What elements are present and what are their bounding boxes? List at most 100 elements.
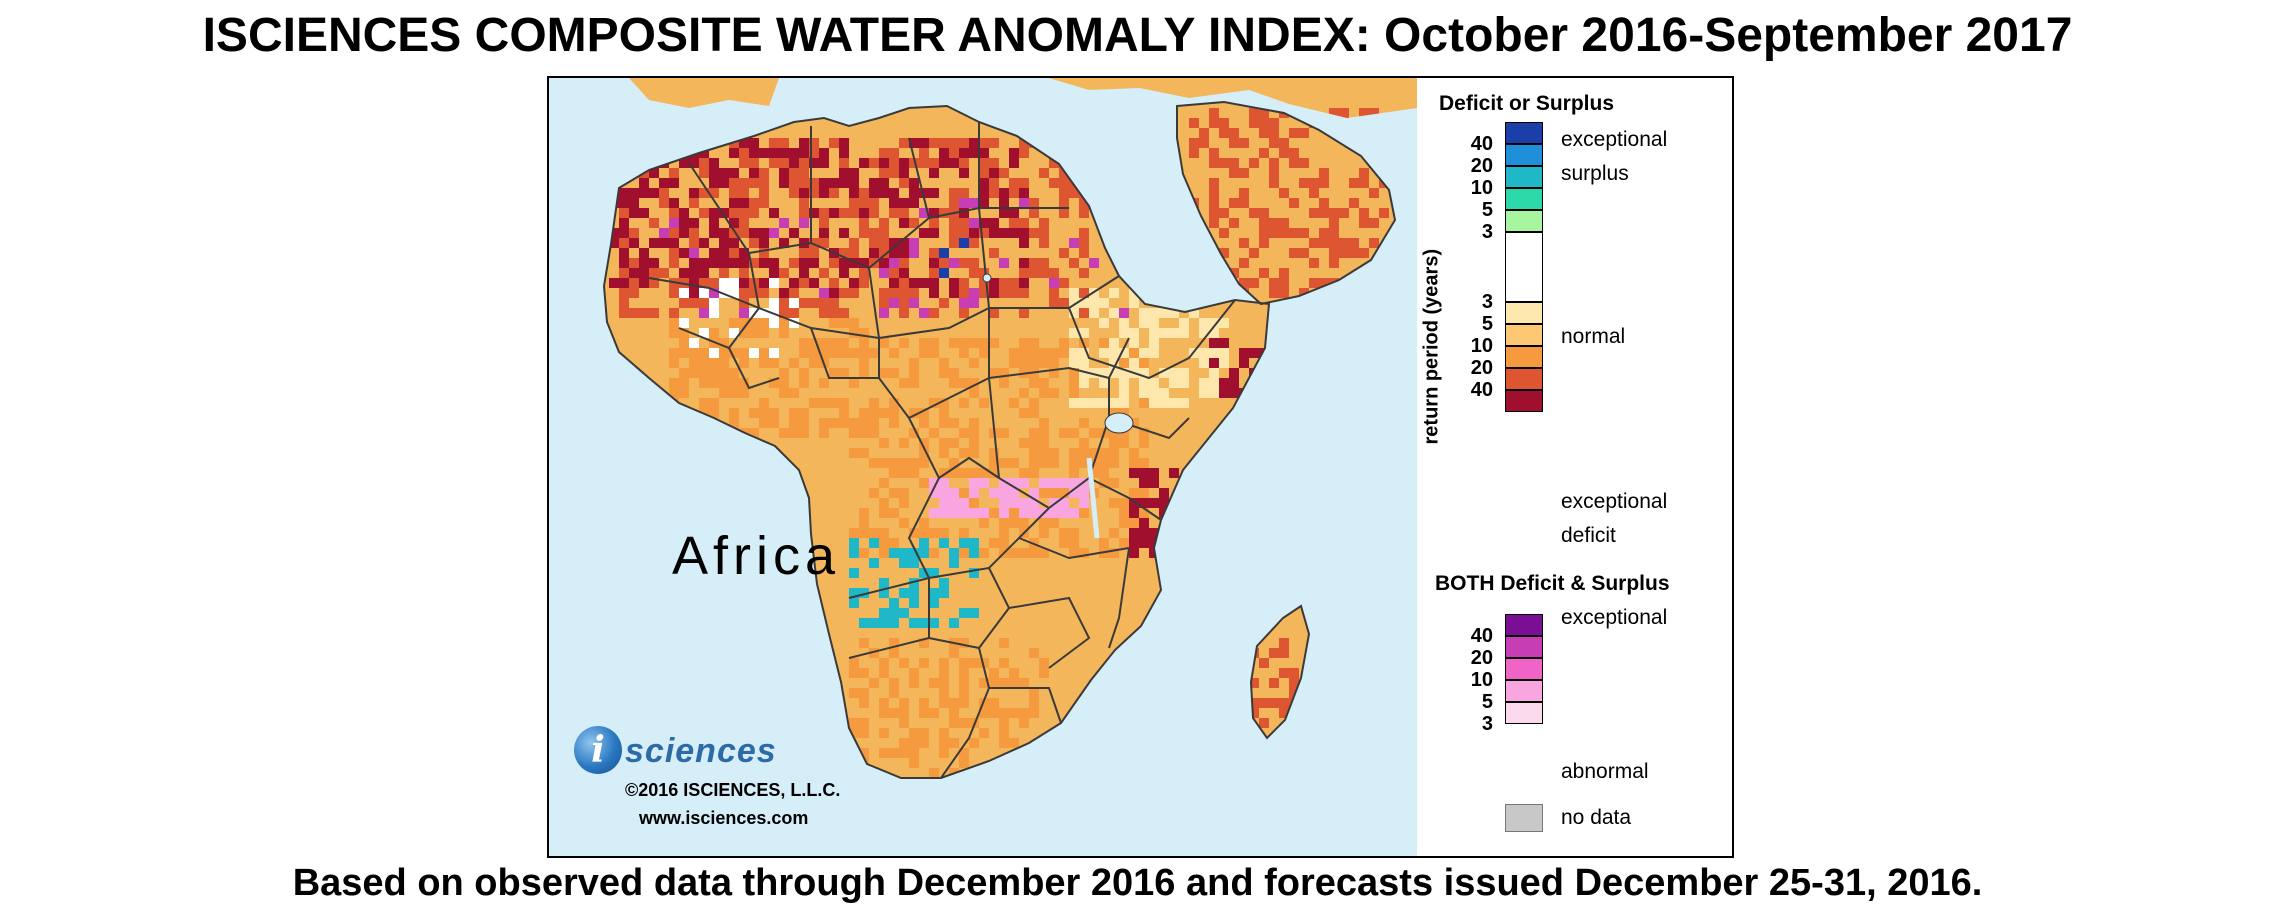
anomaly-pixel (829, 308, 839, 318)
anomaly-pixel (1269, 118, 1279, 128)
anomaly-pixel (949, 418, 959, 428)
anomaly-pixel (1029, 228, 1039, 238)
anomaly-pixel (819, 178, 829, 188)
anomaly-pixel (739, 158, 749, 168)
anomaly-pixel (1069, 468, 1079, 478)
anomaly-pixel (629, 278, 639, 288)
anomaly-pixel (869, 428, 879, 438)
anomaly-pixel (1019, 358, 1029, 368)
anomaly-pixel (1009, 478, 1019, 488)
anomaly-pixel (909, 738, 919, 748)
anomaly-pixel (1279, 668, 1289, 678)
anomaly-pixel (1289, 128, 1299, 138)
anomaly-pixel (1269, 178, 1279, 188)
anomaly-pixel (949, 558, 959, 568)
anomaly-pixel (899, 278, 909, 288)
anomaly-pixel (699, 298, 709, 308)
anomaly-pixel (1249, 158, 1259, 168)
anomaly-pixel (709, 178, 719, 188)
anomaly-pixel (1149, 528, 1159, 538)
anomaly-pixel (949, 718, 959, 728)
anomaly-pixel (1279, 698, 1289, 708)
anomaly-pixel (1329, 238, 1339, 248)
anomaly-pixel (1109, 458, 1119, 468)
map-panel[interactable]: Africa i sciences ©2016 ISCIENCES, L.L.C… (549, 78, 1417, 856)
anomaly-pixel (1279, 708, 1289, 718)
anomaly-pixel (1239, 238, 1249, 248)
anomaly-pixel (989, 708, 999, 718)
anomaly-pixel (939, 298, 949, 308)
anomaly-pixel (839, 318, 849, 328)
anomaly-pixel (909, 358, 919, 368)
anomaly-pixel (929, 708, 939, 718)
anomaly-pixel (629, 268, 639, 278)
anomaly-pixel (1089, 468, 1099, 478)
anomaly-pixel (909, 248, 919, 258)
anomaly-pixel (759, 288, 769, 298)
anomaly-pixel (649, 238, 659, 248)
anomaly-pixel (749, 258, 759, 268)
anomaly-pixel (619, 288, 629, 298)
anomaly-pixel (879, 618, 889, 628)
anomaly-pixel (959, 228, 969, 238)
anomaly-pixel (969, 388, 979, 398)
anomaly-pixel (1079, 198, 1089, 208)
anomaly-pixel (639, 258, 649, 268)
anomaly-pixel (1069, 398, 1079, 408)
anomaly-pixel (969, 338, 979, 348)
anomaly-pixel (1219, 118, 1229, 128)
anomaly-pixel (999, 528, 1009, 538)
anomaly-pixel (849, 528, 859, 538)
anomaly-pixel (1309, 178, 1319, 188)
isciences-logo[interactable]: i sciences ©2016 ISCIENCES, L.L.C. www.i… (569, 726, 840, 846)
lake-tanganyika (1086, 457, 1100, 539)
anomaly-pixel (769, 408, 779, 418)
anomaly-pixel (739, 218, 749, 228)
anomaly-pixel (739, 248, 749, 258)
anomaly-pixel (959, 688, 969, 698)
anomaly-pixel (919, 208, 929, 218)
anomaly-pixel (919, 698, 929, 708)
anomaly-pixel (1079, 248, 1089, 258)
anomaly-pixel (889, 208, 899, 218)
anomaly-pixel (799, 428, 809, 438)
anomaly-pixel (1339, 208, 1349, 218)
anomaly-pixel (789, 168, 799, 178)
logo-url[interactable]: www.isciences.com (639, 808, 809, 828)
anomaly-pixel (1169, 468, 1179, 478)
anomaly-pixel (869, 228, 879, 238)
anomaly-pixel (869, 158, 879, 168)
anomaly-pixel (889, 278, 899, 288)
anomaly-pixel (979, 518, 989, 528)
anomaly-pixel (1079, 308, 1089, 318)
legend-tick-both: 10 (1470, 669, 1493, 691)
anomaly-pixel (1109, 348, 1119, 358)
anomaly-pixel (689, 348, 699, 358)
anomaly-pixel (819, 208, 829, 218)
anomaly-pixel (809, 398, 819, 408)
anomaly-pixel (619, 248, 629, 258)
anomaly-pixel (989, 508, 999, 518)
anomaly-pixel (859, 748, 869, 758)
anomaly-pixel (939, 358, 949, 368)
anomaly-pixel (999, 728, 1009, 738)
anomaly-pixel (1159, 388, 1169, 398)
legend-swatch-deficit (1505, 324, 1543, 346)
anomaly-pixel (949, 618, 959, 628)
anomaly-pixel (909, 618, 919, 628)
anomaly-pixel (1269, 128, 1279, 138)
legend-tick-both: 5 (1481, 691, 1493, 713)
anomaly-pixel (1159, 328, 1169, 338)
anomaly-pixel (859, 588, 869, 598)
anomaly-pixel (939, 728, 949, 738)
anomaly-pixel (1369, 238, 1379, 248)
anomaly-pixel (639, 188, 649, 198)
anomaly-pixel (889, 238, 899, 248)
anomaly-pixel (1259, 218, 1269, 228)
anomaly-pixel (929, 228, 939, 238)
anomaly-pixel (989, 448, 999, 458)
anomaly-pixel (799, 238, 809, 248)
anomaly-pixel (879, 508, 889, 518)
anomaly-pixel (999, 168, 1009, 178)
anomaly-pixel (999, 208, 1009, 218)
